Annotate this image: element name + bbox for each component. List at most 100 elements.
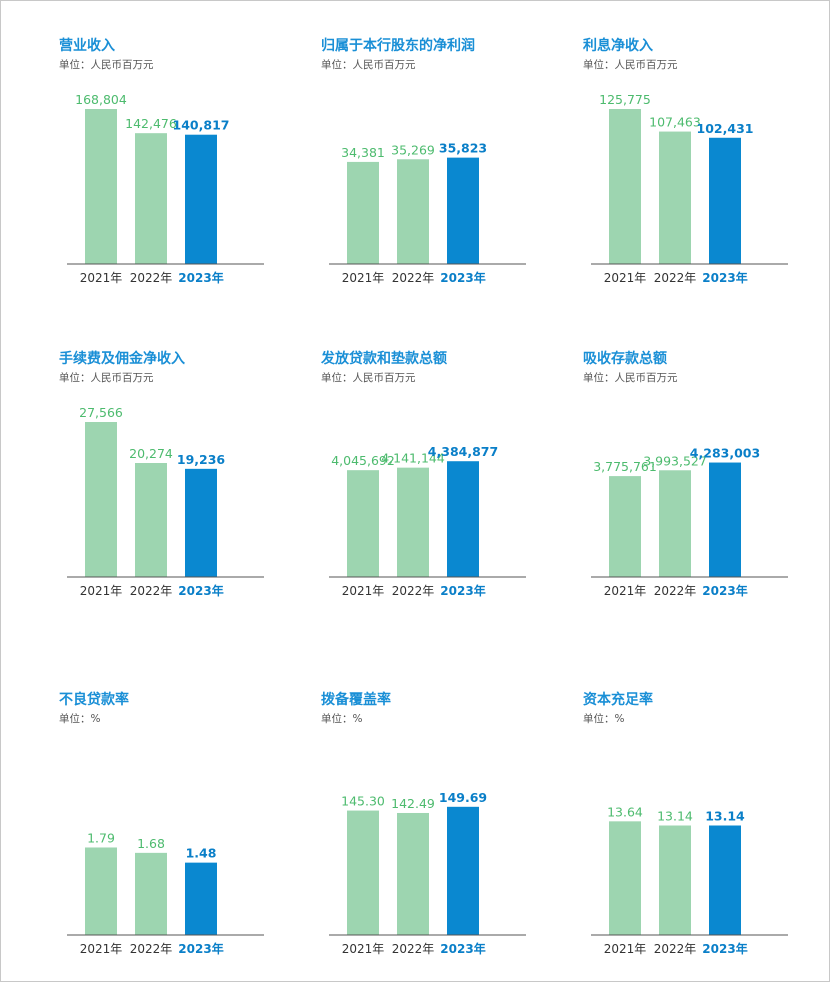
- chart-panel-provision-coverage: 拨备覆盖率 单位：% 145.30 2021年 142.49 2022年 149.69 2…: [321, 689, 561, 989]
- chart-title: 营业收入: [59, 38, 115, 54]
- x-tick-label: 2022年: [392, 271, 435, 285]
- chart-unit: 单位：人民币百万元: [59, 59, 154, 71]
- chart-title: 吸收存款总额: [583, 351, 667, 367]
- data-label: 140,817: [173, 118, 230, 133]
- data-label: 145.30: [341, 794, 385, 809]
- data-label: 20,274: [129, 446, 173, 461]
- bar: [397, 159, 429, 264]
- chart-unit: 单位：人民币百万元: [583, 59, 678, 71]
- bar: [447, 157, 479, 264]
- chart-unit: 单位：人民币百万元: [321, 59, 416, 71]
- bar-chart-deposits: 3,775,761 2021年 3,993,527 2022年 4,283,003 202…: [591, 446, 788, 598]
- bar: [185, 468, 217, 577]
- data-label: 3,993,527: [643, 453, 707, 468]
- data-label: 13.14: [657, 809, 693, 824]
- data-label: 142.49: [391, 796, 435, 811]
- data-label: 4,283,003: [690, 446, 760, 461]
- x-tick-label: 2021年: [604, 584, 647, 598]
- x-tick-label: 2022年: [130, 271, 173, 285]
- x-tick-label: 2023年: [178, 941, 223, 956]
- bar-chart-net-interest-income: 125,775 2021年 107,463 2022年 102,431 2023年: [591, 92, 788, 285]
- data-label: 13.64: [607, 804, 643, 819]
- x-tick-label: 2023年: [702, 583, 747, 598]
- bar-chart-net-profit: 34,381 2021年 35,269 2022年 35,823 2023年: [329, 141, 526, 285]
- x-tick-label: 2022年: [392, 942, 435, 956]
- x-tick-label: 2021年: [342, 584, 385, 598]
- chart-title: 拨备覆盖率: [321, 692, 391, 708]
- bar: [135, 463, 167, 577]
- chart-unit: 单位：%: [321, 713, 363, 725]
- x-tick-label: 2023年: [702, 270, 747, 285]
- chart-unit: 单位：人民币百万元: [583, 372, 678, 384]
- data-label: 35,269: [391, 142, 435, 157]
- bar: [447, 806, 479, 935]
- chart-panel-capital-adequacy: 资本充足率 单位：% 13.64 2021年 13.14 2022年 13.14 2023…: [583, 689, 823, 989]
- chart-title: 利息净收入: [583, 38, 653, 54]
- bar: [347, 810, 379, 935]
- x-tick-label: 2023年: [440, 583, 485, 598]
- chart-title: 手续费及佣金净收入: [59, 351, 185, 367]
- bar: [659, 825, 691, 935]
- chart-title: 归属于本行股东的净利润: [321, 38, 475, 54]
- data-label: 4,384,877: [428, 444, 498, 459]
- bar: [609, 476, 641, 577]
- bar: [85, 422, 117, 577]
- data-label: 168,804: [75, 92, 127, 107]
- data-label: 107,463: [649, 115, 701, 130]
- chart-title: 发放贷款和垫款总额: [321, 351, 447, 367]
- bar: [135, 852, 167, 935]
- data-label: 27,566: [79, 405, 123, 420]
- data-label: 1.48: [186, 846, 217, 861]
- x-tick-label: 2022年: [654, 942, 697, 956]
- bar: [709, 137, 741, 264]
- x-tick-label: 2021年: [342, 942, 385, 956]
- chart-panel-net-profit: 归属于本行股东的净利润 单位：人民币百万元 34,381 2021年 35,269 2…: [321, 35, 561, 335]
- chart-title: 不良贷款率: [59, 692, 129, 708]
- chart-unit: 单位：人民币百万元: [59, 372, 154, 384]
- data-label: 34,381: [341, 145, 385, 160]
- x-tick-label: 2023年: [178, 583, 223, 598]
- bar: [347, 470, 379, 577]
- chart-panel-npl-ratio: 不良贷款率 单位：% 1.79 2021年 1.68 2022年 1.48 2023年: [59, 689, 299, 989]
- data-label: 149.69: [439, 790, 487, 805]
- x-tick-label: 2022年: [654, 584, 697, 598]
- bar: [609, 821, 641, 935]
- bar: [347, 161, 379, 264]
- bar-chart-fee-income: 27,566 2021年 20,274 2022年 19,236 2023年: [67, 405, 264, 598]
- chart-unit: 单位：人民币百万元: [321, 372, 416, 384]
- bar: [85, 847, 117, 935]
- bar: [397, 812, 429, 935]
- data-label: 1.79: [87, 830, 115, 845]
- bar: [135, 133, 167, 264]
- data-label: 142,476: [125, 116, 177, 131]
- chart-title: 资本充足率: [583, 692, 653, 708]
- bar-chart-capital-adequacy: 13.64 2021年 13.14 2022年 13.14 2023年: [591, 804, 788, 956]
- x-tick-label: 2023年: [440, 941, 485, 956]
- bar: [85, 109, 117, 264]
- bar: [709, 462, 741, 577]
- bar-chart-npl-ratio: 1.79 2021年 1.68 2022年 1.48 2023年: [67, 830, 264, 956]
- data-label: 102,431: [697, 121, 754, 136]
- data-label: 4,141,144: [381, 451, 445, 466]
- chart-panel-net-interest-income: 利息净收入 单位：人民币百万元 125,775 2021年 107,463 2022年…: [583, 35, 823, 335]
- bar: [609, 109, 641, 264]
- x-tick-label: 2022年: [392, 584, 435, 598]
- data-label: 4,045,692: [331, 453, 395, 468]
- x-tick-label: 2022年: [130, 942, 173, 956]
- x-tick-label: 2021年: [342, 271, 385, 285]
- chart-unit: 单位：%: [59, 713, 101, 725]
- data-label: 3,775,761: [593, 459, 657, 474]
- x-tick-label: 2021年: [80, 942, 123, 956]
- bar-chart-loans: 4,045,692 2021年 4,141,144 2022年 4,384,877 202…: [329, 444, 526, 598]
- bar: [659, 470, 691, 577]
- chart-panel-deposits: 吸收存款总额 单位：人民币百万元 3,775,761 2021年 3,993,527…: [583, 348, 823, 648]
- chart-panel-fee-income: 手续费及佣金净收入 单位：人民币百万元 27,566 2021年 20,274 202…: [59, 348, 299, 648]
- data-label: 1.68: [137, 836, 165, 851]
- data-label: 125,775: [599, 92, 651, 107]
- bar: [185, 862, 217, 935]
- bar-chart-operating-income: 168,804 2021年 142,476 2022年 140,817 2023年: [67, 92, 264, 285]
- bar-chart-provision-coverage: 145.30 2021年 142.49 2022年 149.69 2023年: [329, 790, 526, 956]
- bar: [447, 461, 479, 577]
- data-label: 13.14: [705, 809, 745, 824]
